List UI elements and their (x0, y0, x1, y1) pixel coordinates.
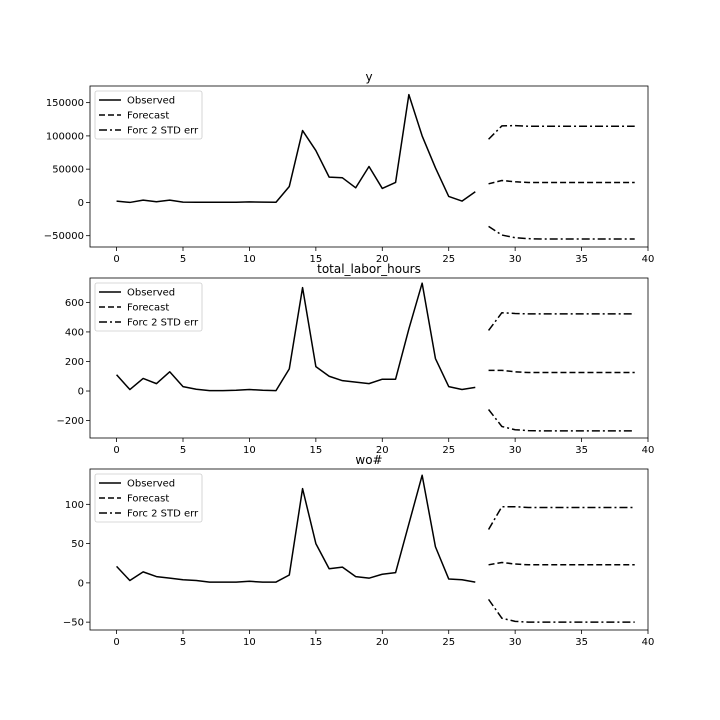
legend-label: Forc 2 STD err (127, 318, 199, 329)
y-tick-label: −50 (63, 618, 84, 629)
legend-label: Forc 2 STD err (127, 509, 199, 520)
subplot-title: y (365, 70, 372, 84)
subplot-2: total_labor_hours 0 5 10 15 20 25 30 35 40 −200 0 20… (57, 262, 655, 456)
series-line-forecast (488, 561, 635, 566)
x-tick-label: 5 (180, 637, 186, 648)
y-tick-label: 0 (78, 198, 84, 209)
legend-label: Forecast (127, 494, 169, 505)
legend-box (94, 473, 203, 523)
subplot-title: total_labor_hours (317, 262, 421, 276)
legend-label: Observed (127, 479, 175, 490)
x-tick-label: 10 (243, 637, 256, 648)
y-tick-label: −50000 (44, 231, 84, 242)
y-tick-label: 50000 (52, 165, 84, 176)
y-tick-label: 400 (65, 327, 84, 338)
x-tick-label: 15 (309, 637, 322, 648)
x-tick-label: 5 (180, 445, 186, 456)
subplot-title: wo# (355, 453, 382, 467)
series-line-forc-2-std-err (487, 311, 635, 331)
x-tick-label: 25 (442, 637, 455, 648)
series-line-forecast (488, 369, 635, 374)
x-tick-label: 20 (376, 637, 389, 648)
x-tick-label: 5 (180, 254, 186, 265)
legend-box (94, 282, 203, 332)
series-line-observed (116, 282, 476, 392)
x-tick-label: 0 (113, 254, 119, 265)
x-tick-label: 35 (575, 254, 588, 265)
legend: Observed Forecast Forc 2 STD err (94, 473, 203, 523)
subplot-1: y 0 5 10 15 20 25 30 35 40 −50000 0 50000 100000 15000… (44, 70, 655, 265)
x-tick-label: 10 (243, 445, 256, 456)
x-tick-label: 30 (509, 445, 522, 456)
x-tick-label: 15 (309, 445, 322, 456)
x-tick-label: 30 (509, 637, 522, 648)
legend: Observed Forecast Forc 2 STD err (94, 282, 203, 332)
legend-label: Forecast (127, 303, 169, 314)
legend: Observed Forecast Forc 2 STD err (94, 90, 203, 140)
x-tick-label: 40 (642, 637, 655, 648)
series-line-observed (116, 474, 476, 583)
legend-label: Forc 2 STD err (127, 126, 199, 137)
axes-frame (89, 468, 649, 631)
x-tick-label: 15 (309, 254, 322, 265)
series-line-forc-2-std-err-lower (487, 409, 635, 432)
legend-box (94, 90, 203, 140)
y-tick-label: −200 (57, 416, 84, 427)
y-tick-label: 0 (78, 578, 84, 589)
x-tick-label: 20 (376, 445, 389, 456)
subplot-3: wo# 0 5 10 15 20 25 30 35 40 −50 0 50 100 Observed Fore… (63, 453, 654, 648)
x-tick-label: 35 (575, 445, 588, 456)
legend-label: Forecast (127, 111, 169, 122)
series-line-forc-2-std-err-lower (487, 598, 635, 623)
series-line-forc-2-std-err-lower (488, 225, 635, 240)
axes-frame (89, 85, 649, 248)
x-tick-label: 40 (642, 254, 655, 265)
x-tick-label: 0 (113, 637, 119, 648)
x-tick-label: 0 (113, 445, 119, 456)
x-tick-label: 35 (575, 637, 588, 648)
x-tick-label: 10 (243, 254, 256, 265)
series-line-forecast (488, 179, 635, 185)
y-tick-label: 100 (65, 500, 84, 511)
x-tick-label: 30 (509, 254, 522, 265)
y-tick-label: 0 (78, 387, 84, 398)
x-tick-label: 25 (442, 445, 455, 456)
series-line-observed (116, 93, 476, 204)
y-tick-label: 200 (65, 357, 84, 368)
x-tick-label: 20 (376, 254, 389, 265)
y-tick-label: 600 (65, 298, 84, 309)
y-tick-label: 100000 (46, 131, 84, 142)
x-tick-label: 25 (442, 254, 455, 265)
series-line-forc-2-std-err (487, 505, 635, 530)
axes-frame (89, 277, 649, 439)
legend-label: Observed (127, 288, 175, 299)
series-line-forc-2-std-err (488, 124, 635, 140)
y-tick-label: 50 (71, 539, 84, 550)
legend-label: Observed (127, 96, 175, 107)
y-tick-label: 150000 (46, 98, 84, 109)
x-tick-label: 40 (642, 445, 655, 456)
